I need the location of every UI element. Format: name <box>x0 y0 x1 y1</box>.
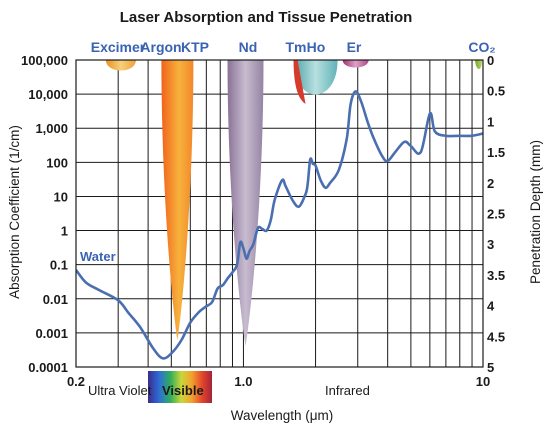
laser-band-er <box>342 60 369 68</box>
y-tick-label: 0.001 <box>35 326 68 341</box>
laser-label: Er <box>347 39 362 55</box>
plot-frame <box>75 59 484 368</box>
y2-tick-label: 2.5 <box>487 207 505 222</box>
y2-tick-label: 2 <box>487 176 494 191</box>
region-label-uv: Ultra Violet <box>88 383 152 398</box>
y2-tick-label: 4.5 <box>487 329 505 344</box>
y-tick-label: 100,000 <box>21 53 68 68</box>
laser-label: Excimer <box>91 39 146 55</box>
laser-label: Tm <box>286 39 307 55</box>
chart-title: Laser Absorption and Tissue Penetration <box>120 9 413 26</box>
region-label-infrared: Infrared <box>325 383 370 398</box>
y2-tick-labels: 0 0.5 1 1.5 2 2.5 3 3.5 4 4.5 5 <box>487 53 505 375</box>
x-tick-label: 10 <box>476 374 490 389</box>
y2-tick-label: 1 <box>487 114 494 129</box>
laser-band-tm-ho <box>293 60 338 95</box>
y-tick-label: 10 <box>54 189 68 204</box>
y2-tick-label: 1.5 <box>487 145 505 160</box>
y2-axis-title: Penetration Depth (mm) <box>528 140 543 284</box>
y2-tick-label: 0.5 <box>487 84 505 99</box>
x-axis-title: Wavelength (μm) <box>231 408 334 423</box>
y-tick-label: 1 <box>61 224 68 239</box>
laser-tops <box>105 60 482 104</box>
laser-band-excimer <box>105 60 136 71</box>
laser-label: Nd <box>239 39 258 55</box>
y-axis-title: Absorption Coefficient (1/cm) <box>7 125 22 299</box>
y-tick-label: 10,000 <box>28 87 68 102</box>
laser-label: KTP <box>181 39 209 55</box>
laser-bands <box>161 60 264 346</box>
y2-tick-label: 0 <box>487 53 494 68</box>
series-label-water: Water <box>80 249 116 264</box>
laser-band-argon-ktp <box>161 60 194 340</box>
y-tick-labels: 100,000 10,000 1,000 100 10 1 0.1 0.01 0.001 0.00… <box>21 53 68 375</box>
y-tick-label: 0.01 <box>43 292 68 307</box>
y-tick-label: 0.1 <box>50 258 68 273</box>
y2-tick-label: 3 <box>487 237 494 252</box>
visible-spectrum-bar <box>148 371 212 403</box>
y-tick-label: 100 <box>46 155 68 170</box>
region-label-visible: Visible <box>162 383 204 398</box>
x-tick-labels: 0.2 1.0 10 <box>67 374 490 389</box>
laser-label: CO₂ <box>468 39 495 55</box>
laser-band-nd <box>227 60 264 346</box>
laser-band-tm-edge <box>293 60 306 104</box>
y-tick-label: 1,000 <box>35 121 68 136</box>
water-absorption-line <box>76 90 483 360</box>
y2-tick-label: 5 <box>487 360 494 375</box>
y-tick-label: 0.0001 <box>28 360 68 375</box>
laser-band-co2 <box>475 60 482 69</box>
laser-label: Ho <box>307 39 326 55</box>
y2-tick-label: 4 <box>487 299 495 314</box>
x-tick-label: 1.0 <box>234 374 252 389</box>
x-tick-label: 0.2 <box>67 374 85 389</box>
y2-tick-label: 3.5 <box>487 268 505 283</box>
laser-label: Argon <box>140 39 181 55</box>
